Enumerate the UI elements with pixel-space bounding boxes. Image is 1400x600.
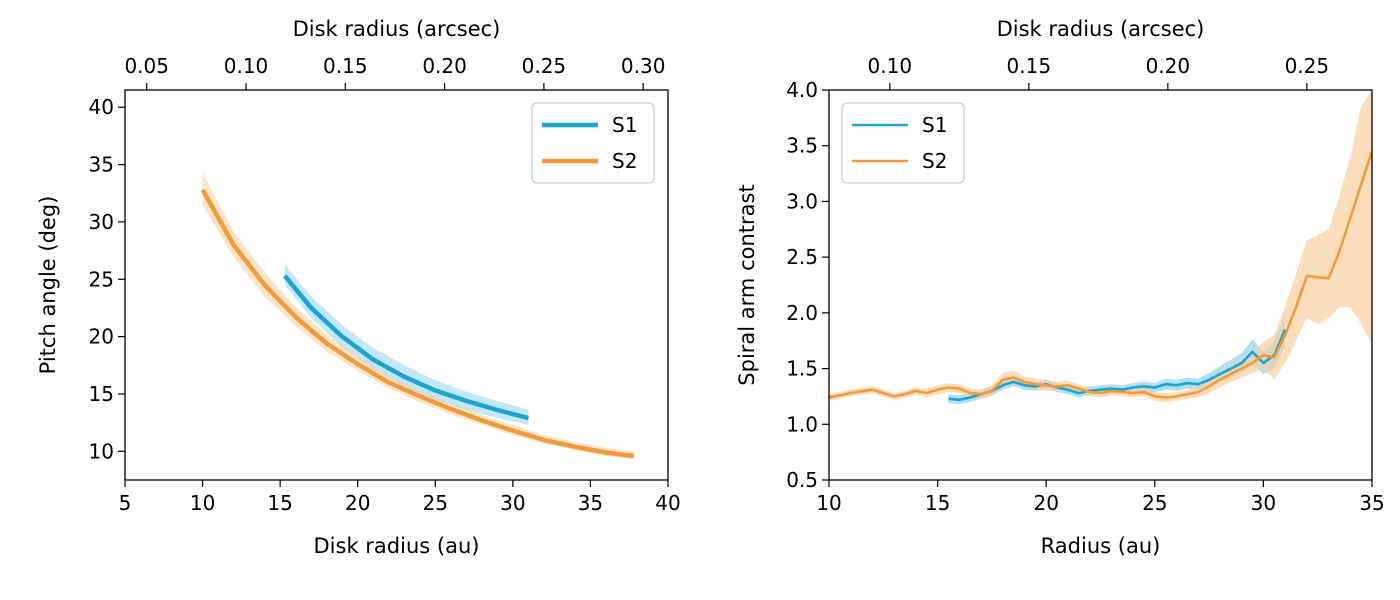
y-tick-label: 2.0 <box>786 301 818 325</box>
x-tick-label: 25 <box>423 491 448 515</box>
y-tick-label: 25 <box>89 267 114 291</box>
top-x-tick-label: 0.25 <box>1285 54 1330 78</box>
x-tick-label: 20 <box>1033 491 1058 515</box>
y-tick-label: 35 <box>89 153 114 177</box>
y-axis-label: Spiral arm contrast <box>735 184 759 385</box>
x-tick-label: 25 <box>1142 491 1167 515</box>
plot-area <box>829 90 1372 405</box>
x-tick-label: 5 <box>119 491 132 515</box>
y-tick-label: 30 <box>89 210 114 234</box>
y-tick-label: 3.5 <box>786 134 818 158</box>
series-s1-uncertainty-band <box>948 312 1286 405</box>
series-s2-line <box>200 188 635 459</box>
y-tick-label: 40 <box>89 95 114 119</box>
legend-label-s1: S1 <box>922 113 947 137</box>
top-x-tick-label: 0.05 <box>124 54 169 78</box>
y-tick-label: 1.0 <box>786 412 818 436</box>
y-tick-label: 3.0 <box>786 189 818 213</box>
chart-panel-2: 10 15 20 25 30 35 0.5 1.0 1.5 2.0 2.5 3.0 3.5 4.0 0.10… <box>735 17 1385 558</box>
series-s2-line <box>829 150 1372 399</box>
top-x-tick-label: 0.15 <box>323 54 368 78</box>
legend: S1 S2 <box>841 102 965 184</box>
top-x-tick-label: 0.20 <box>422 54 467 78</box>
top-x-tick-label: 0.15 <box>1007 54 1052 78</box>
y-tick-label: 1.5 <box>786 357 818 381</box>
x-tick-label: 15 <box>267 491 292 515</box>
top-x-tick-label: 0.10 <box>868 54 913 78</box>
series-s1-uncertainty-band <box>284 264 529 425</box>
x-tick-label: 15 <box>925 491 950 515</box>
axes-frame <box>124 89 669 481</box>
top-x-tick-label: 0.30 <box>621 54 666 78</box>
x-tick-label: 10 <box>190 491 215 515</box>
chart-panel-1: 5 10 15 20 25 30 35 40 10 15 20 25 30 35 40 0.05 0.10 0.1… <box>36 17 681 558</box>
legend-label-s2: S2 <box>612 149 637 173</box>
y-tick-label: 20 <box>89 325 114 349</box>
top-x-axis-label: Disk radius (arcsec) <box>997 17 1205 41</box>
axes-frame <box>828 89 1373 481</box>
legend: S1 S2 <box>531 102 655 184</box>
x-tick-label: 35 <box>1359 491 1384 515</box>
top-x-tick-label: 0.20 <box>1146 54 1191 78</box>
y-tick-label: 15 <box>89 382 114 406</box>
plot-area <box>200 172 635 460</box>
x-axis-label: Radius (au) <box>1041 534 1161 558</box>
top-x-axis-label: Disk radius (arcsec) <box>293 17 501 41</box>
series-s1-line <box>283 274 529 421</box>
y-tick-label: 10 <box>89 439 114 463</box>
legend-label-s2: S2 <box>922 149 947 173</box>
x-tick-label: 40 <box>655 491 680 515</box>
legend-label-s1: S1 <box>612 113 637 137</box>
series-s2-uncertainty-band <box>202 172 634 460</box>
legend-box <box>841 102 965 184</box>
x-axis-label: Disk radius (au) <box>314 534 480 558</box>
top-x-tick-label: 0.10 <box>224 54 269 78</box>
y-tick-label: 2.5 <box>786 245 818 269</box>
y-axis-label: Pitch angle (deg) <box>36 196 60 375</box>
series-s1-line <box>948 329 1287 402</box>
y-tick-label: 0.5 <box>786 468 818 492</box>
y-tick-label: 4.0 <box>786 78 818 102</box>
x-tick-label: 10 <box>816 491 841 515</box>
x-tick-label: 30 <box>500 491 525 515</box>
x-tick-label: 35 <box>578 491 603 515</box>
x-tick-label: 20 <box>345 491 370 515</box>
x-tick-label: 30 <box>1251 491 1276 515</box>
top-x-tick-label: 0.25 <box>522 54 567 78</box>
